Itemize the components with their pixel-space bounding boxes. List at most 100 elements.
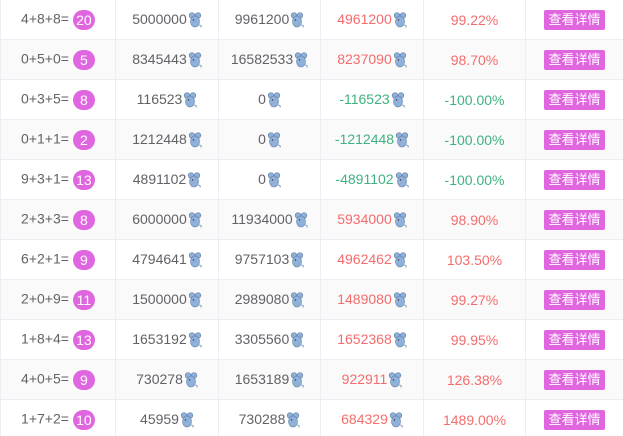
mouse-icon [188,292,202,308]
mouse-icon [267,172,281,188]
mouse-icon [267,132,281,148]
bet-amount: 1500000 [132,290,187,307]
profit-amount: 4962462 [337,250,392,267]
rate-cell: -100.00% [423,119,526,160]
profit-rate: 126.38% [446,371,503,388]
formula: 4+8+8= [21,10,69,27]
profit-cell: 1489080 [320,279,424,320]
payout-cell: 730288 [218,399,321,436]
table-row: 1+7+2= 10 45959 730288 684329 1489.00% 查看… [0,399,623,436]
sum-badge: 9 [72,369,95,390]
profit-cell: -4891102 [320,159,424,200]
view-details-button[interactable]: 查看详情 [544,249,605,270]
result-cell: 0+1+1= 2 [0,119,116,160]
mouse-icon [388,372,402,388]
mouse-icon [188,252,202,268]
mouse-icon [294,52,308,68]
mouse-icon [188,12,202,28]
mouse-icon [290,252,304,268]
formula: 6+2+1= [21,250,69,267]
mouse-icon [290,12,304,28]
sum-badge: 5 [72,49,95,70]
action-cell: 查看详情 [525,119,623,160]
mouse-icon [393,212,407,228]
payout-amount: 2989080 [234,290,290,307]
sum-badge: 2 [72,129,95,150]
bet-cell: 1212448 [115,119,219,160]
bet-cell: 116523 [115,79,219,120]
result-cell: 2+3+3= 8 [0,199,116,240]
view-details-button[interactable]: 查看详情 [544,49,605,70]
payout-cell: 2989080 [218,279,321,320]
profit-cell: -116523 [320,79,424,120]
sum-badge: 13 [72,169,95,190]
formula: 1+7+2= [21,410,69,427]
mouse-icon [267,92,281,108]
bet-amount: 45959 [140,410,179,427]
view-details-button[interactable]: 查看详情 [544,289,605,310]
view-details-button[interactable]: 查看详情 [544,409,605,430]
profit-amount: 1489080 [337,290,392,307]
rate-cell: 99.22% [423,0,526,40]
payout-amount: 1653189 [234,370,290,387]
formula: 2+3+3= [21,210,69,227]
view-details-button[interactable]: 查看详情 [544,369,605,390]
result-cell: 9+3+1= 13 [0,159,116,200]
bet-cell: 4891102 [115,159,219,200]
formula: 0+1+1= [21,130,69,147]
bet-amount: 730278 [136,370,183,387]
payout-amount: 0 [258,90,266,107]
sum-badge: 8 [72,209,95,230]
profit-amount: 8237090 [337,50,392,67]
table-row: 2+3+3= 8 6000000 11934000 5934000 98.90% … [0,199,623,240]
payout-cell: 9757103 [218,239,321,280]
bet-cell: 6000000 [115,199,219,240]
result-cell: 1+8+4= 13 [0,319,116,360]
profit-cell: 5934000 [320,199,424,240]
action-cell: 查看详情 [525,0,623,40]
sum-badge: 20 [72,9,95,30]
payout-amount: 0 [258,130,266,147]
mouse-icon [393,292,407,308]
bet-cell: 4794641 [115,239,219,280]
action-cell: 查看详情 [525,319,623,360]
bet-cell: 1500000 [115,279,219,320]
payout-cell: 1653189 [218,359,321,400]
mouse-icon [188,212,202,228]
formula: 0+5+0= [21,50,69,67]
action-cell: 查看详情 [525,359,623,400]
sum-badge: 8 [72,89,95,110]
table-row: 4+8+8= 20 5000000 9961200 4961200 99.22% … [0,0,623,40]
formula: 1+8+4= [21,330,69,347]
view-details-button[interactable]: 查看详情 [544,169,605,190]
profit-amount: 5934000 [337,210,392,227]
rate-cell: -100.00% [423,79,526,120]
view-details-button[interactable]: 查看详情 [544,129,605,150]
formula: 0+3+5= [21,90,69,107]
result-cell: 4+0+5= 9 [0,359,116,400]
mouse-icon [187,172,201,188]
table-row: 9+3+1= 13 4891102 0 -4891102 -100.00% 查看详… [0,159,623,200]
mouse-icon [183,92,197,108]
view-details-button[interactable]: 查看详情 [544,89,605,110]
profit-cell: 4961200 [320,0,424,40]
table-row: 1+8+4= 13 1653192 3305560 1652368 99.95% … [0,319,623,360]
sum-badge: 10 [72,409,95,430]
result-cell: 0+3+5= 8 [0,79,116,120]
profit-rate: 98.90% [450,211,499,228]
mouse-icon [389,412,403,428]
payout-cell: 16582533 [218,39,321,80]
payout-amount: 9757103 [234,250,290,267]
table-row: 0+3+5= 8 116523 0 -116523 -100.00% 查看详情 [0,79,623,120]
mouse-icon [180,412,194,428]
result-cell: 0+5+0= 5 [0,39,116,80]
bet-amount: 1212448 [132,130,187,147]
view-details-button[interactable]: 查看详情 [544,329,605,350]
bet-cell: 1653192 [115,319,219,360]
bet-cell: 730278 [115,359,219,400]
view-details-button[interactable]: 查看详情 [544,9,605,30]
action-cell: 查看详情 [525,199,623,240]
bet-cell: 8345443 [115,39,219,80]
view-details-button[interactable]: 查看详情 [544,209,605,230]
